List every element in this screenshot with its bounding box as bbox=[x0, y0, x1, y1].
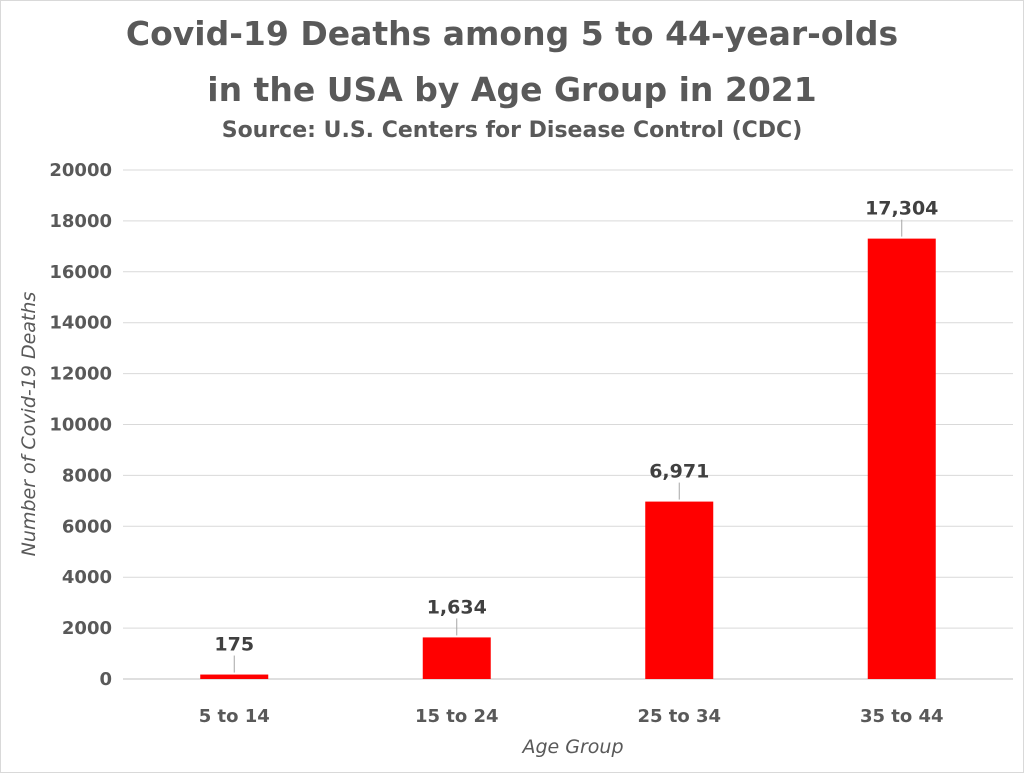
chart-title-line2: in the USA by Age Group in 2021 bbox=[207, 70, 817, 109]
chart-subtitle: Source: U.S. Centers for Disease Control… bbox=[221, 118, 803, 143]
y-tick-label: 6000 bbox=[62, 516, 112, 537]
y-axis-label: Number of Covid-19 Deaths bbox=[18, 292, 40, 557]
y-tick-label: 10000 bbox=[49, 415, 112, 436]
y-tick-label: 12000 bbox=[49, 364, 112, 385]
bar bbox=[645, 501, 714, 679]
data-label: 1,634 bbox=[427, 596, 487, 618]
data-label: 175 bbox=[214, 634, 254, 656]
y-tick-label: 2000 bbox=[62, 618, 112, 639]
y-tick-label: 20000 bbox=[49, 160, 112, 181]
x-tick-label: 15 to 24 bbox=[415, 706, 499, 727]
y-tick-label: 14000 bbox=[49, 313, 112, 334]
bar bbox=[867, 238, 936, 679]
bar bbox=[200, 674, 269, 679]
y-tick-label: 8000 bbox=[62, 465, 112, 486]
y-tick-label: 4000 bbox=[62, 567, 112, 588]
x-tick-label: 35 to 44 bbox=[860, 706, 944, 727]
x-axis-label: Age Group bbox=[520, 736, 623, 758]
y-tick-label: 18000 bbox=[49, 211, 112, 232]
bar bbox=[422, 637, 491, 679]
y-tick-label: 16000 bbox=[49, 262, 112, 283]
chart-title: Covid-19 Deaths among 5 to 44-year-olds bbox=[125, 14, 899, 53]
x-tick-label: 25 to 34 bbox=[637, 706, 721, 727]
y-tick-label: 0 bbox=[99, 669, 112, 690]
data-label: 6,971 bbox=[649, 461, 709, 483]
data-label: 17,304 bbox=[865, 198, 938, 220]
x-tick-label: 5 to 14 bbox=[199, 706, 270, 727]
